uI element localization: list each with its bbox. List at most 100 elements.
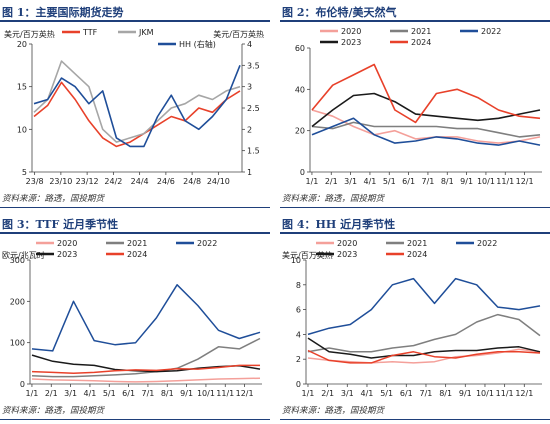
- x-tick-label: 5/1: [380, 389, 393, 398]
- x-tick-label: 4/1: [83, 389, 96, 398]
- y-tick-label: 0: [300, 168, 305, 177]
- legend-label: 2021: [127, 239, 147, 248]
- x-tick-label: 3/1: [341, 389, 354, 398]
- series-line-hh: [33, 65, 241, 148]
- legend-label: 2024: [407, 250, 427, 259]
- y-tick-label: 300: [10, 256, 25, 265]
- y-tick-label: 10: [17, 125, 27, 134]
- series-line-2024: [31, 364, 260, 375]
- y-tick-label: 8: [296, 281, 301, 290]
- x-tick-label: 10/1: [477, 177, 495, 186]
- x-tick-label: 23/8: [26, 177, 44, 186]
- series-line-2023: [31, 354, 261, 373]
- x-tick-label: 6/1: [400, 389, 413, 398]
- x-tick-label: 7/1: [420, 389, 433, 398]
- x-tick-label: 8/1: [439, 389, 452, 398]
- x-tick-label: 10/1: [197, 389, 215, 398]
- y-tick-label: 10: [291, 256, 301, 265]
- x-tick-label: 4/1: [361, 389, 374, 398]
- x-tick-label: 7/1: [141, 389, 154, 398]
- chart-title: 图 4：HH 近月季节性: [282, 218, 396, 231]
- y2-tick-label: 3.5: [247, 61, 260, 70]
- x-tick-label: 9/1: [460, 177, 473, 186]
- bottom-rule: [280, 419, 550, 420]
- title-rule: [280, 20, 550, 22]
- source-note: 资料来源：路透，国投期货: [2, 194, 105, 204]
- chart-title: 图 2：布伦特/美天然气: [282, 6, 397, 19]
- source-note: 资料来源：路透，国投期货: [2, 406, 105, 416]
- y-tick-label: 0: [296, 380, 301, 389]
- x-tick-label: 12/1: [516, 177, 534, 186]
- y2-axis-label: 美元/百万英热: [213, 29, 264, 39]
- series-line-jkm: [33, 60, 241, 143]
- y2-tick-label: 2.5: [247, 104, 260, 113]
- x-tick-label: 8/1: [161, 389, 174, 398]
- legend-label: 2020: [341, 27, 361, 36]
- panel-futures-trend: 图 1：主要国际期货走势 5 10 15 20 1 1.5 2 2.5 3 3.5 4 23/8 23/…: [0, 0, 270, 212]
- x-tick-label: 24/4: [131, 177, 149, 186]
- x-tick-label: 11/1: [496, 389, 514, 398]
- x-tick-label: 24/8: [183, 177, 201, 186]
- legend-label: 2020: [337, 239, 357, 248]
- x-tick-label: 24/10: [207, 177, 230, 186]
- x-tick-label: 5/1: [103, 389, 116, 398]
- x-tick-label: 9/1: [180, 389, 193, 398]
- legend-label: 2021: [411, 27, 431, 36]
- y2-tick-label: 1.5: [247, 147, 260, 156]
- x-tick-label: 2/1: [321, 389, 334, 398]
- y2-tick-label: 4: [247, 40, 252, 49]
- source-note: 资料来源：路透，国投期货: [282, 194, 385, 204]
- series-line-2020: [31, 377, 261, 383]
- series-line-2022: [311, 117, 541, 146]
- source-note: 资料来源：路透，国投期货: [282, 406, 385, 416]
- legend-label: 2024: [127, 250, 147, 259]
- legend-label: 2020: [57, 239, 77, 248]
- title-rule: [0, 232, 270, 234]
- series-line-2024: [311, 63, 541, 124]
- x-tick-label: 3/1: [64, 389, 77, 398]
- series-line-2021: [307, 313, 541, 353]
- series-line-2022: [307, 277, 541, 336]
- legend-label: 2023: [337, 250, 357, 259]
- y-tick-label: 15: [17, 83, 27, 92]
- x-tick-label: 23/10: [49, 177, 72, 186]
- x-tick-label: 12/1: [236, 389, 254, 398]
- series-line-ttf: [33, 81, 241, 148]
- chart-futures-trend: 5 10 15 20 1 1.5 2 2.5 3 3.5 4 23/8 23/10 23/12 24/2 24…: [4, 28, 264, 186]
- y-tick-label: 5: [22, 168, 27, 177]
- y-axis-label: 欧元/兆瓦时: [2, 250, 45, 260]
- y-tick-label: 60: [295, 44, 305, 53]
- x-tick-label: 11/1: [496, 177, 514, 186]
- y-tick-label: 100: [10, 339, 25, 348]
- x-tick-label: 3/1: [344, 177, 357, 186]
- legend-label: 2024: [411, 38, 431, 47]
- chart-brent-usgas: 0 20 40 60 1/1 2/1 3/1 4/1 5/1 6/1 7/1 8/1 9/1 10/1 11…: [295, 27, 542, 186]
- legend-label: JKM: [138, 28, 154, 37]
- y-tick-label: 2: [296, 355, 301, 364]
- legend-label: HH (右轴): [179, 39, 216, 49]
- x-tick-label: 2/1: [325, 177, 338, 186]
- chart-ttf-seasonal: 0 100 200 300 1/1 2/1 3/1 4/1 5/1 6/1 7/1 8/1 9/1 10/…: [2, 239, 262, 398]
- title-rule: [280, 232, 550, 234]
- series-line-2021: [31, 337, 261, 378]
- x-tick-label: 1/1: [302, 389, 315, 398]
- title-rule: [0, 20, 270, 22]
- x-tick-label: 4/1: [363, 177, 376, 186]
- chart-title: 图 1：主要国际期货走势: [2, 6, 124, 19]
- y2-tick-label: 1: [247, 168, 252, 177]
- legend-label: 2023: [57, 250, 77, 259]
- y-tick-label: 4: [296, 330, 301, 339]
- x-tick-label: 12/1: [515, 389, 533, 398]
- x-tick-label: 8/1: [441, 177, 454, 186]
- x-tick-label: 11/1: [216, 389, 234, 398]
- chart-title: 图 3：TTF 近月季节性: [2, 218, 119, 231]
- y-tick-label: 20: [295, 127, 305, 136]
- panel-ttf-seasonal: 图 3：TTF 近月季节性 0 100 200 300 1/1 2/1 3/1 4/1 5/1 6…: [0, 212, 270, 424]
- series-line-2023: [311, 92, 541, 128]
- series-line-2020: [311, 109, 541, 144]
- series-line-2021: [311, 121, 541, 138]
- x-tick-label: 24/2: [104, 177, 122, 186]
- x-tick-label: 2/1: [45, 389, 58, 398]
- bottom-rule: [0, 419, 270, 420]
- series-line-2022: [31, 284, 261, 352]
